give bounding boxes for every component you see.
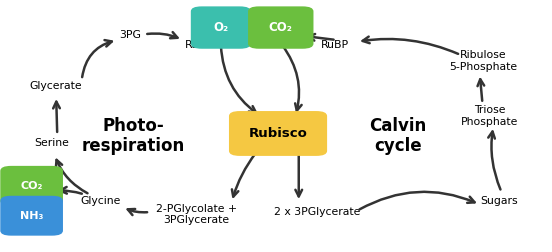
Text: RuBP: RuBP bbox=[185, 40, 213, 50]
Text: Serine: Serine bbox=[34, 138, 69, 148]
FancyBboxPatch shape bbox=[0, 196, 63, 236]
Text: 3PG: 3PG bbox=[119, 30, 141, 40]
Text: 2 x 3PGlycerate: 2 x 3PGlycerate bbox=[274, 207, 360, 217]
Text: Calvin
cycle: Calvin cycle bbox=[369, 117, 427, 155]
Text: Triose
Phosphate: Triose Phosphate bbox=[461, 105, 518, 127]
Text: Ribulose
5-Phosphate: Ribulose 5-Phosphate bbox=[449, 50, 517, 72]
Text: NH₃: NH₃ bbox=[20, 211, 43, 221]
Text: Rubisco: Rubisco bbox=[248, 127, 307, 140]
Text: CO₂: CO₂ bbox=[269, 21, 293, 34]
FancyBboxPatch shape bbox=[229, 111, 327, 156]
Text: 2-PGlycolate +
3PGlycerate: 2-PGlycolate + 3PGlycerate bbox=[156, 204, 237, 225]
FancyBboxPatch shape bbox=[0, 166, 63, 206]
Text: RuBP: RuBP bbox=[321, 40, 349, 50]
Text: Glycine: Glycine bbox=[81, 196, 121, 206]
Text: Photo-
respiration: Photo- respiration bbox=[82, 117, 185, 155]
FancyBboxPatch shape bbox=[248, 6, 314, 49]
FancyBboxPatch shape bbox=[191, 6, 251, 49]
Text: Sugars: Sugars bbox=[480, 196, 518, 206]
Text: O₂: O₂ bbox=[213, 21, 229, 34]
Text: Glycerate: Glycerate bbox=[30, 81, 82, 91]
Text: CO₂: CO₂ bbox=[20, 181, 43, 191]
